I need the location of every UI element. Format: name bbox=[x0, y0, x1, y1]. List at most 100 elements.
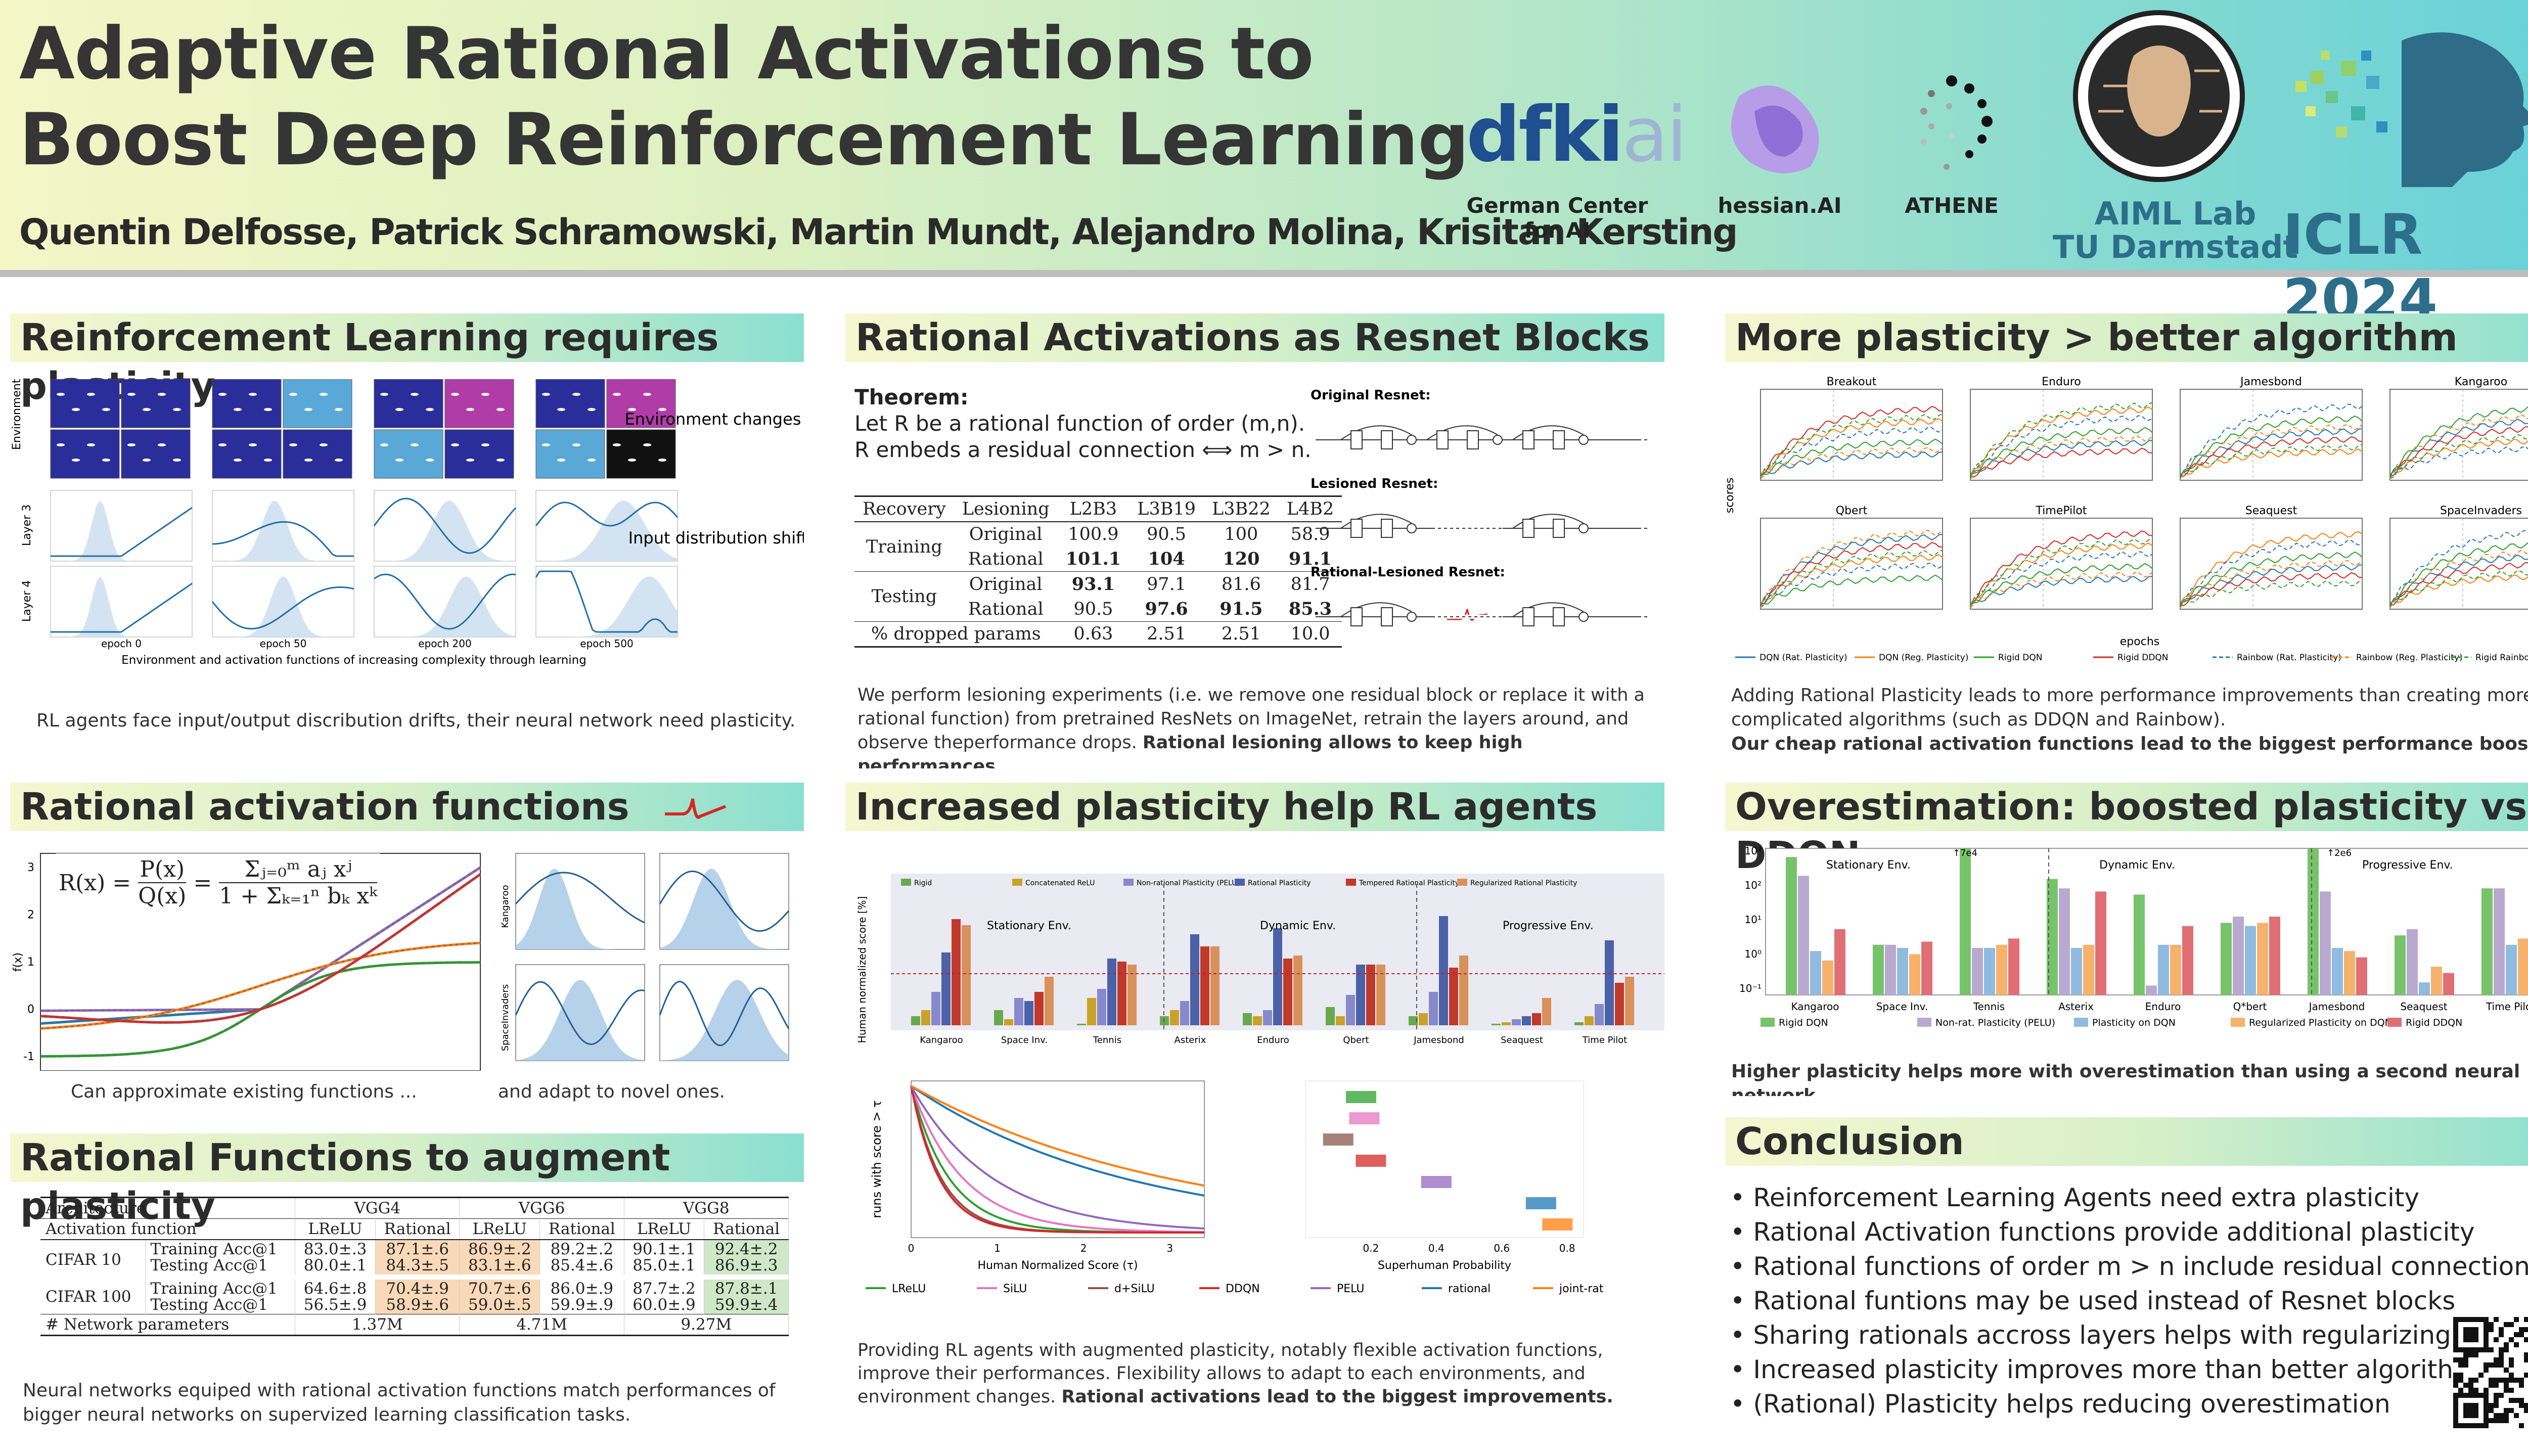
qr-module bbox=[2489, 1347, 2494, 1352]
score-bar bbox=[1336, 1016, 1345, 1025]
game-plot: Qbert bbox=[1760, 505, 1943, 610]
score-bar bbox=[1522, 1016, 1531, 1025]
section-rl-plasticity: Reinforcement Learning requires plastici… bbox=[10, 313, 804, 743]
overest-bar bbox=[2071, 948, 2082, 995]
qr-module bbox=[2519, 1327, 2524, 1332]
y-tick: 10¹ bbox=[1745, 914, 1762, 926]
game-plot: SpaceInvaders bbox=[2389, 505, 2528, 610]
cloud bbox=[102, 459, 110, 462]
probability-interval bbox=[1323, 1133, 1353, 1146]
y-axis-label: f(x) bbox=[12, 952, 24, 972]
game-label: Asterix bbox=[1175, 1035, 1206, 1045]
game-label: Space Inv. bbox=[1001, 1035, 1048, 1045]
score-bar bbox=[1439, 916, 1448, 1025]
cloud bbox=[466, 459, 474, 462]
score-bar bbox=[1625, 977, 1634, 1025]
qr-code[interactable] bbox=[2453, 1317, 2528, 1428]
qr-finder-core bbox=[2463, 1327, 2478, 1342]
training-curve bbox=[2389, 574, 2528, 604]
skip-connection bbox=[1340, 514, 1412, 529]
overest-bar bbox=[1798, 876, 1809, 995]
epoch-panel: epoch 50 bbox=[211, 379, 354, 650]
skip-connection bbox=[1340, 425, 1412, 440]
cloud bbox=[481, 393, 489, 396]
qr-module bbox=[2489, 1383, 2494, 1388]
cloud bbox=[658, 459, 666, 462]
rational-fit bbox=[40, 962, 481, 1057]
group-label: Stationary Env. bbox=[987, 920, 1071, 932]
overest-bar bbox=[2443, 973, 2454, 995]
score-bar bbox=[1210, 946, 1220, 1025]
score-bar bbox=[1585, 1016, 1594, 1025]
score-bar bbox=[931, 992, 940, 1025]
training-curve bbox=[2180, 436, 2363, 477]
sec4-caption-left: Can approximate existing functions ... bbox=[71, 1081, 417, 1102]
add-node bbox=[1578, 435, 1589, 445]
cloud bbox=[643, 443, 651, 446]
game-plot: TimePilot bbox=[1970, 505, 2153, 610]
training-curve bbox=[1970, 530, 2153, 606]
qr-module bbox=[2463, 1357, 2468, 1362]
overest-bar bbox=[2182, 926, 2193, 995]
training-curve bbox=[2180, 539, 2363, 608]
cloud bbox=[87, 393, 95, 396]
overest-bar bbox=[1921, 941, 1932, 995]
qr-module bbox=[2463, 1352, 2468, 1357]
section-title: More plasticity > better algorithm bbox=[1725, 313, 2528, 362]
game-title: Seaquest bbox=[2245, 505, 2297, 517]
overest-bar bbox=[2170, 944, 2181, 995]
overest-bar bbox=[2320, 891, 2331, 995]
score-bar bbox=[941, 952, 951, 1025]
qr-module bbox=[2453, 1383, 2458, 1388]
overest-bar bbox=[2095, 891, 2106, 995]
qr-module bbox=[2509, 1408, 2514, 1413]
x-tick: 1 bbox=[994, 1242, 1001, 1254]
overest-bar bbox=[1822, 960, 1833, 995]
sec6-caption: Higher plasticity helps more with overes… bbox=[1731, 1061, 2520, 1096]
section-title: Rational Functions to augment plasticity bbox=[10, 1133, 804, 1228]
game-plot: Enduro bbox=[1970, 376, 2153, 481]
qr-module bbox=[2468, 1352, 2473, 1357]
sec1-caption: RL agents face input/output discribution… bbox=[36, 710, 796, 731]
env-frame bbox=[50, 379, 120, 428]
aiml-logo-head bbox=[2127, 46, 2191, 136]
cloud bbox=[335, 408, 343, 411]
skip-connection bbox=[1512, 602, 1584, 617]
legend-label: Rainbow (Reg. Plasticity) bbox=[2356, 653, 2463, 663]
game-label: Jamesbond bbox=[1413, 1035, 1464, 1045]
cloud bbox=[451, 443, 459, 446]
overestimation-bars: 10³ 10² 10¹ 10⁰ 10⁻¹ Kangaroo Space Inv. Tennis… bbox=[1739, 845, 2528, 1013]
plot-axes bbox=[1760, 518, 1943, 610]
rational-fit bbox=[40, 874, 481, 1023]
qr-module bbox=[2524, 1317, 2528, 1322]
training-curve bbox=[1760, 451, 1943, 477]
original-resnet-label: Original Resnet: bbox=[1311, 388, 1430, 403]
score-bar bbox=[1180, 1001, 1189, 1025]
training-curve bbox=[1760, 574, 1943, 605]
conclusion-bullet: • Rational Activation functions provide … bbox=[1730, 1217, 2475, 1247]
legend-label: Rigid DQN bbox=[1779, 1017, 1828, 1028]
legend-swatch bbox=[1346, 879, 1356, 886]
game-label: Jamesbond bbox=[2308, 1000, 2365, 1013]
iclr-pixel-squares bbox=[2295, 51, 2387, 138]
cloud bbox=[249, 393, 257, 396]
y-tick: 0 bbox=[27, 1003, 34, 1016]
overest-bar bbox=[2158, 944, 2169, 995]
qr-module bbox=[2473, 1388, 2478, 1393]
score-bar bbox=[1532, 1013, 1541, 1025]
cloud bbox=[72, 408, 80, 411]
qr-module bbox=[2489, 1418, 2494, 1423]
skip-connection bbox=[1340, 602, 1412, 617]
activation-curve bbox=[51, 507, 193, 557]
cloud bbox=[218, 443, 227, 446]
conv-layer bbox=[1522, 607, 1534, 626]
legend-swatch bbox=[1760, 1018, 1775, 1027]
training-curve bbox=[2180, 403, 2363, 479]
title-line-1: Adaptive Rational Activations to bbox=[19, 12, 1314, 96]
section-better-algorithm: More plasticity > better algorithm Break… bbox=[1725, 313, 2528, 768]
qr-finder-core bbox=[2463, 1403, 2478, 1418]
score-bar bbox=[1419, 1013, 1428, 1025]
athene-caption: ATHENE bbox=[1905, 193, 1999, 218]
overest-bar bbox=[2419, 982, 2430, 995]
